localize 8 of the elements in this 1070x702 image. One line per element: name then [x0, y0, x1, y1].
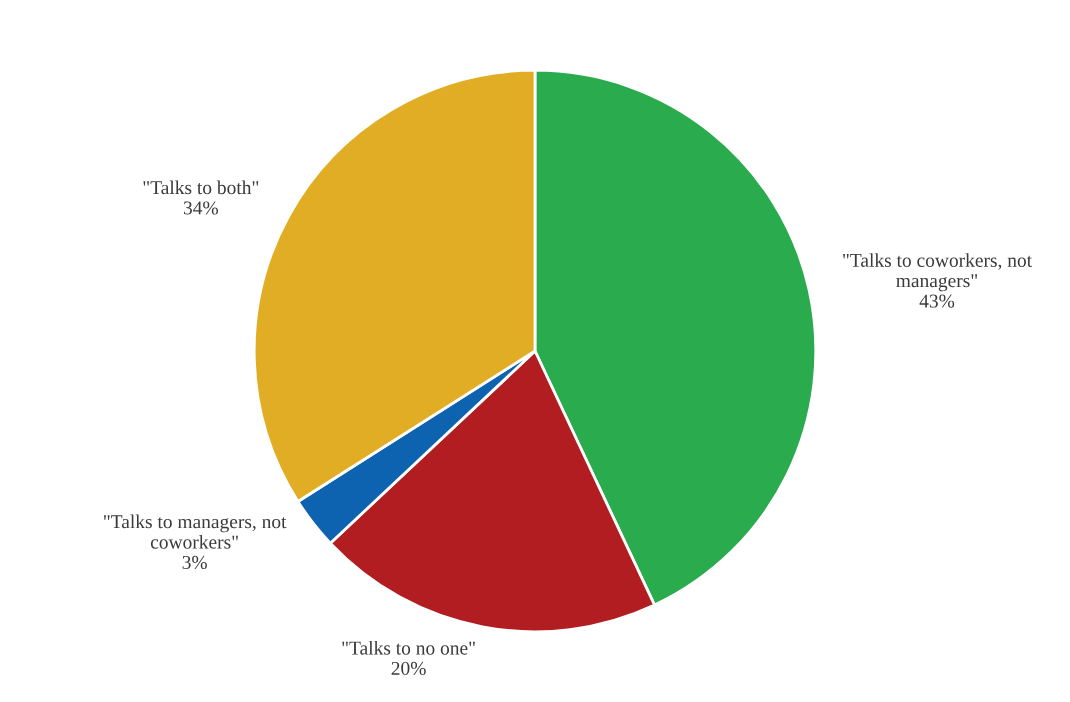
data-label: 43% — [919, 294, 955, 308]
data-label: 34% — [183, 201, 218, 215]
slice-label: "Talks to managers, not coworkers" — [104, 514, 287, 549]
slice-label: "Talks to no one" — [342, 640, 475, 655]
slice-label: "Talks to both" — [143, 180, 259, 195]
data-label: 20% — [391, 661, 426, 676]
data-label: 3% — [182, 555, 207, 570]
slice-label: "Talks to coworkers, not managers" — [843, 253, 1032, 292]
